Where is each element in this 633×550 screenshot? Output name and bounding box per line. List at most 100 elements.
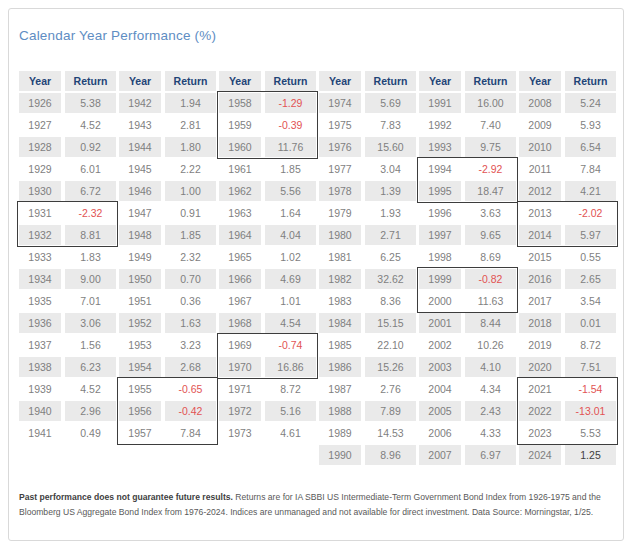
table-row: 19306.72 [19, 181, 116, 201]
table-row: 19671.01 [219, 291, 316, 311]
table-row: 199518.47 [419, 181, 516, 201]
year-column-group: YearReturn20085.2420095.9320106.5420117.… [519, 71, 616, 467]
year-header: Year [319, 71, 361, 91]
year-cell: 2013 [519, 203, 561, 223]
year-header: Year [219, 71, 261, 91]
table-row: 19577.84 [119, 423, 216, 443]
table-row: 19757.83 [319, 115, 416, 135]
year-cell: 1993 [419, 137, 461, 157]
table-row: 19802.71 [319, 225, 416, 245]
table-row: 198415.15 [319, 313, 416, 333]
year-cell: 2023 [519, 423, 561, 443]
return-cell: 1.00 [165, 181, 216, 201]
table-row: 1969-0.74 [219, 335, 316, 355]
return-cell: 6.54 [565, 137, 616, 157]
return-cell: 5.93 [565, 115, 616, 135]
table-row: 19625.56 [219, 181, 316, 201]
year-cell: 1976 [319, 137, 361, 157]
table-row: 20018.44 [419, 313, 516, 333]
return-header: Return [165, 71, 216, 91]
table-row: 19280.92 [19, 137, 116, 157]
return-cell: -2.02 [565, 203, 616, 223]
return-cell: 32.62 [365, 269, 416, 289]
table-row: 19533.23 [119, 335, 216, 355]
return-cell: 7.40 [465, 115, 516, 135]
return-cell: 15.15 [365, 313, 416, 333]
year-cell: 1995 [419, 181, 461, 201]
table-row: 19521.63 [119, 313, 216, 333]
year-cell: 1998 [419, 247, 461, 267]
year-cell: 1954 [119, 357, 161, 377]
year-cell: 1937 [19, 335, 61, 355]
return-cell: 2.68 [165, 357, 216, 377]
year-cell: 2008 [519, 93, 561, 113]
return-cell: 8.69 [465, 247, 516, 267]
return-cell: 8.44 [465, 313, 516, 333]
return-cell: 7.89 [365, 401, 416, 421]
table-row: 1994-2.92 [419, 159, 516, 179]
year-cell: 1979 [319, 203, 361, 223]
table-row: 19265.38 [19, 93, 116, 113]
year-cell: 1933 [19, 247, 61, 267]
table-row: 19432.81 [119, 115, 216, 135]
year-cell: 1955 [119, 379, 161, 399]
year-cell: 1996 [419, 203, 461, 223]
year-cell: 2019 [519, 335, 561, 355]
return-cell: 22.10 [365, 335, 416, 355]
table-row: 198232.62 [319, 269, 416, 289]
year-cell: 2009 [519, 115, 561, 135]
return-cell: 9.65 [465, 225, 516, 245]
return-header: Return [465, 71, 516, 91]
return-cell: 4.61 [265, 423, 316, 443]
year-cell: 2016 [519, 269, 561, 289]
table-row: 19452.22 [119, 159, 216, 179]
table-row: 196011.76 [219, 137, 316, 157]
year-cell: 1952 [119, 313, 161, 333]
year-cell: 1928 [19, 137, 61, 157]
return-cell: 1.63 [165, 313, 216, 333]
return-cell: 4.52 [65, 115, 116, 135]
return-cell: 4.04 [265, 225, 316, 245]
table-row: 19421.94 [119, 93, 216, 113]
table-row: 19773.04 [319, 159, 416, 179]
return-cell: -0.82 [465, 269, 516, 289]
table-row: 197016.86 [219, 357, 316, 377]
return-cell: 7.84 [565, 159, 616, 179]
return-cell: -0.74 [265, 335, 316, 355]
table-row: 20124.21 [519, 181, 616, 201]
table-row: 19872.76 [319, 379, 416, 399]
year-cell: 2017 [519, 291, 561, 311]
return-cell: 2.71 [365, 225, 416, 245]
year-cell: 2002 [419, 335, 461, 355]
return-cell: 1.25 [565, 445, 616, 465]
year-cell: 2012 [519, 181, 561, 201]
return-cell: 6.25 [365, 247, 416, 267]
table-row: 1959-0.39 [219, 115, 316, 135]
table-row: 20162.65 [519, 269, 616, 289]
table-row: 19500.70 [119, 269, 216, 289]
table-row: 19988.69 [419, 247, 516, 267]
year-cell: 1986 [319, 357, 361, 377]
table-row: 19461.00 [119, 181, 216, 201]
return-cell: 15.60 [365, 137, 416, 157]
return-cell: -0.65 [165, 379, 216, 399]
year-cell: 1927 [19, 115, 61, 135]
return-cell: 0.92 [65, 137, 116, 157]
return-cell: 11.76 [265, 137, 316, 157]
return-cell: 4.33 [465, 423, 516, 443]
return-cell: 5.56 [265, 181, 316, 201]
page-title: Calendar Year Performance (%) [19, 28, 216, 43]
year-cell: 2007 [419, 445, 461, 465]
year-cell: 1982 [319, 269, 361, 289]
year-header: Year [519, 71, 561, 91]
year-cell: 2020 [519, 357, 561, 377]
table-row: 20064.33 [419, 423, 516, 443]
year-cell: 1968 [219, 313, 261, 333]
table-row: 19745.69 [319, 93, 416, 113]
return-cell: 16.86 [265, 357, 316, 377]
year-cell: 1932 [19, 225, 61, 245]
year-cell: 1974 [319, 93, 361, 113]
table-row: 19328.81 [19, 225, 116, 245]
table-row: 19838.36 [319, 291, 416, 311]
return-header: Return [565, 71, 616, 91]
